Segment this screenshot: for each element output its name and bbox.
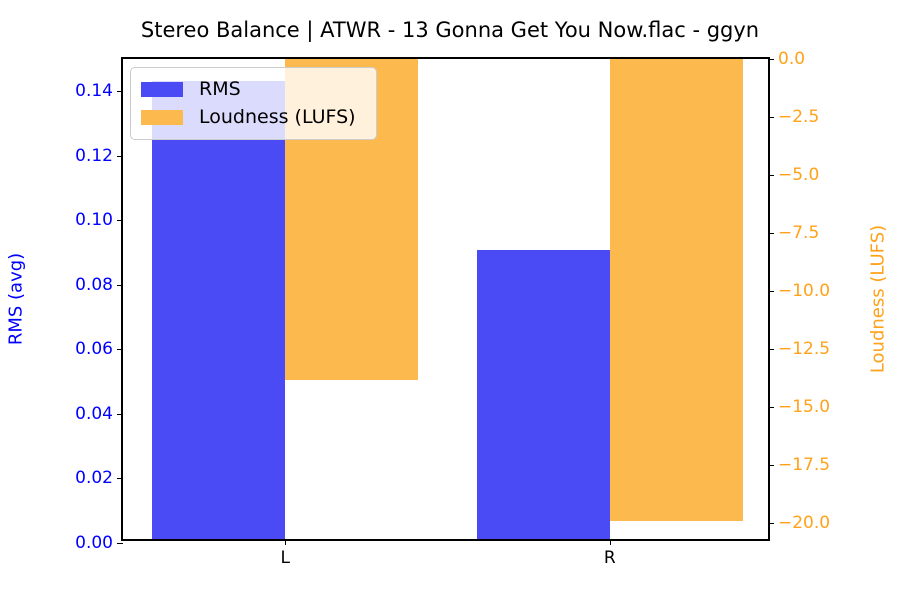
right-tick-label: −17.5: [778, 455, 831, 476]
left-tick-label: 0.02: [75, 468, 113, 489]
legend-swatch-icon: [141, 81, 183, 97]
left-axis-title: RMS (avg): [5, 252, 27, 346]
right-tick-mark: [768, 465, 774, 467]
x-tick-mark: [609, 539, 611, 545]
right-tick-mark: [768, 349, 774, 351]
left-tick-label: 0.14: [75, 81, 113, 102]
left-tick-label: 0.06: [75, 339, 113, 360]
left-tick-label: 0.00: [75, 533, 113, 553]
legend-item-label: Loudness (LUFS): [199, 106, 356, 128]
left-tick-mark: [117, 543, 123, 544]
x-tick-label-r: R: [603, 548, 616, 568]
right-tick-mark: [768, 175, 774, 177]
legend-item-label: RMS: [199, 78, 241, 100]
left-tick-label: 0.12: [75, 145, 113, 166]
left-tick-mark: [117, 413, 123, 415]
right-axis-title: Loudness (LUFS): [867, 224, 889, 374]
left-tick-label: 0.08: [75, 274, 113, 295]
right-tick-mark: [768, 407, 774, 409]
right-tick-label: −2.5: [778, 107, 820, 128]
right-tick-mark: [768, 117, 774, 119]
right-tick-mark: [768, 59, 774, 60]
bars-layer: [123, 59, 768, 539]
right-tick-mark: [768, 523, 774, 525]
right-tick-label: −15.0: [778, 397, 831, 418]
bar-rms-r: [476, 250, 610, 539]
legend-swatch-icon: [141, 109, 183, 125]
x-tick-mark: [285, 539, 287, 545]
left-tick-mark: [117, 349, 123, 351]
bar-rms-l: [152, 81, 286, 539]
right-tick-label: −5.0: [778, 165, 820, 186]
bar-loudness-r: [609, 59, 743, 522]
chart-legend: RMS Loudness (LUFS): [130, 67, 377, 140]
plot-area: 0.00 0.02 0.04 0.06 0.08 0.10 0.12 0.14 0.0 −2.5…: [75, 49, 830, 568]
right-tick-label: 0.0: [778, 49, 806, 69]
left-tick-mark: [117, 220, 123, 222]
right-tick-mark: [768, 233, 774, 235]
page-title: Stereo Balance | ATWR - 13 Gonna Get You…: [140, 18, 760, 42]
x-tick-label-l: L: [280, 548, 290, 568]
left-tick-mark: [117, 91, 123, 93]
left-tick-mark: [117, 155, 123, 157]
right-tick-mark: [768, 291, 774, 293]
left-tick-label: 0.10: [75, 210, 113, 231]
right-tick-label: −10.0: [778, 281, 831, 302]
right-tick-label: −12.5: [778, 339, 831, 360]
legend-item-rms[interactable]: RMS: [141, 75, 366, 103]
left-tick-mark: [117, 284, 123, 286]
left-tick-label: 0.04: [75, 403, 113, 424]
left-tick-mark: [117, 478, 123, 480]
right-tick-label: −7.5: [778, 223, 820, 244]
right-tick-label: −20.0: [778, 513, 831, 534]
legend-item-loudness[interactable]: Loudness (LUFS): [141, 103, 366, 131]
